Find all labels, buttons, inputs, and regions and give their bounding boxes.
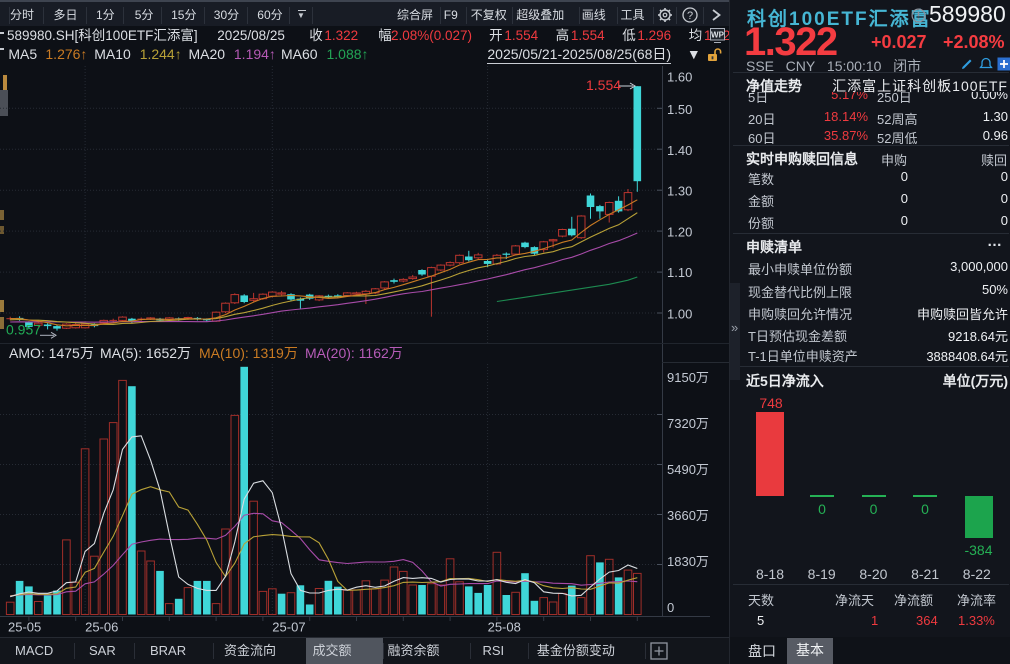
svg-text:WP: WP xyxy=(711,31,725,40)
svg-text:1.50: 1.50 xyxy=(667,102,692,117)
svg-text:1830万: 1830万 xyxy=(667,554,709,569)
svg-text:1.40: 1.40 xyxy=(667,143,692,158)
svg-text:1.10: 1.10 xyxy=(667,265,692,280)
svg-text:3660万: 3660万 xyxy=(667,508,709,523)
svg-text:25-08: 25-08 xyxy=(488,620,521,635)
svg-text:?: ? xyxy=(687,10,693,22)
svg-text:25-06: 25-06 xyxy=(85,620,118,635)
svg-text:MA(20): 1162万: MA(20): 1162万 xyxy=(305,345,403,361)
svg-text:1.00: 1.00 xyxy=(667,307,692,322)
svg-text:9150万: 9150万 xyxy=(667,370,709,385)
svg-text:25-07: 25-07 xyxy=(272,620,305,635)
svg-text:25-05: 25-05 xyxy=(8,620,41,635)
svg-text:0.957: 0.957 xyxy=(6,322,41,338)
svg-text:1.20: 1.20 xyxy=(667,224,692,239)
svg-text:AMO: 1475万: AMO: 1475万 xyxy=(9,345,94,361)
svg-text:MA(5): 1652万: MA(5): 1652万 xyxy=(100,345,191,361)
svg-text:0: 0 xyxy=(667,600,674,615)
svg-text:5490万: 5490万 xyxy=(667,462,709,477)
svg-text:1.60: 1.60 xyxy=(667,69,692,84)
svg-text:1.554: 1.554 xyxy=(586,77,621,93)
svg-text:1.30: 1.30 xyxy=(667,184,692,199)
svg-text:MA(10): 1319万: MA(10): 1319万 xyxy=(199,345,298,361)
svg-text:7320万: 7320万 xyxy=(667,416,709,431)
